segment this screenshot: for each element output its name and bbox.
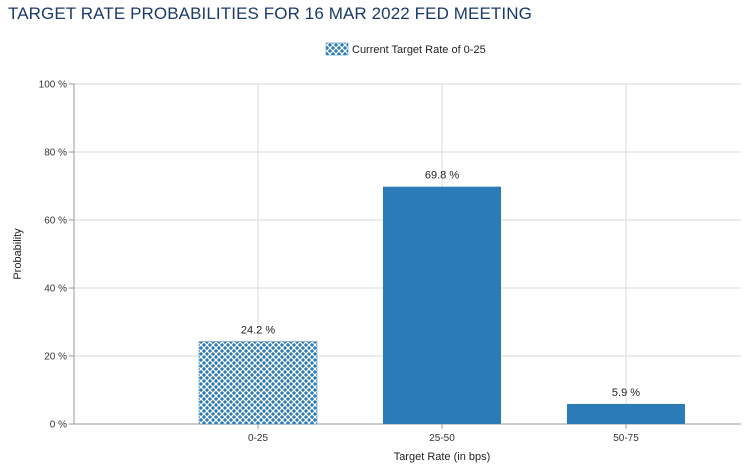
legend-swatch — [325, 42, 349, 56]
data-label: 69.8 % — [425, 170, 459, 182]
legend-label: Current Target Rate of 0-25 — [352, 44, 486, 56]
y-tick-label: 100 % — [39, 80, 67, 91]
legend: Current Target Rate of 0-25 — [325, 42, 486, 56]
x-tick-label: 0-25 — [248, 433, 268, 444]
y-tick-label: 40 % — [44, 284, 67, 295]
bars — [198, 186, 685, 425]
y-tick-label: 60 % — [44, 216, 67, 227]
y-tick-label: 0 % — [50, 420, 67, 431]
bar-0-25 — [198, 341, 318, 425]
data-label: 5.9 % — [612, 387, 640, 399]
y-tick-label: 20 % — [44, 352, 67, 363]
chart-title: TARGET RATE PROBABILITIES FOR 16 MAR 202… — [8, 4, 532, 23]
x-tick-label: 50-75 — [613, 433, 639, 444]
bar-50-75 — [567, 403, 685, 424]
x-tick-label: 25-50 — [429, 433, 455, 444]
x-axis-title: Target Rate (in bps) — [394, 451, 491, 463]
y-axis-title: Probability — [12, 228, 24, 280]
labels: 0 % 20 % 40 % 60 % 80 % 100 % 24.2 % 0-25 69.8 %… — [39, 80, 641, 445]
y-tick-label: 80 % — [44, 148, 67, 159]
data-label: 24.2 % — [241, 325, 275, 337]
bar-25-50 — [383, 186, 501, 424]
